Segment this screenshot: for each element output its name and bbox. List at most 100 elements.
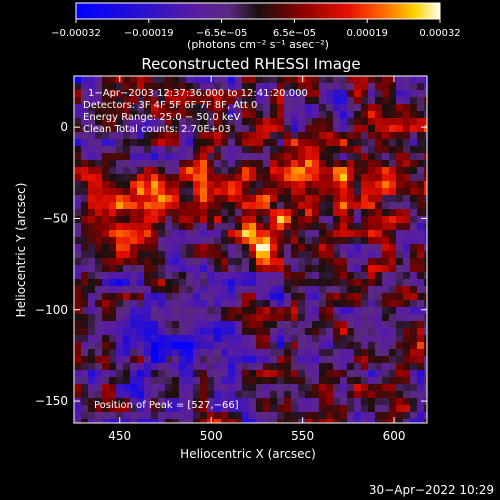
heatmap-cell	[305, 132, 313, 140]
heatmap-cell	[249, 272, 257, 280]
heatmap-cell	[88, 391, 96, 399]
heatmap-cell	[403, 419, 411, 423]
heatmap-cell	[158, 335, 166, 343]
heatmap-cell	[410, 237, 418, 245]
heatmap-cell	[214, 160, 222, 168]
heatmap-cell	[333, 223, 341, 231]
heatmap-cell	[158, 209, 166, 217]
heatmap-cell	[123, 153, 131, 161]
heatmap-cell	[221, 335, 229, 343]
heatmap-cell	[319, 146, 327, 154]
heatmap-cell	[326, 125, 334, 133]
heatmap-cell	[165, 118, 173, 126]
heatmap-cell	[291, 125, 299, 133]
heatmap-cell	[249, 293, 257, 301]
heatmap-cell	[81, 97, 89, 105]
heatmap-cell	[137, 167, 145, 175]
heatmap-cell	[193, 370, 201, 378]
heatmap-cell	[221, 293, 229, 301]
heatmap-cell	[249, 335, 257, 343]
heatmap-cell	[221, 377, 229, 385]
heatmap-cell	[158, 188, 166, 196]
heatmap-cell	[130, 370, 138, 378]
heatmap-cell	[144, 328, 152, 336]
heatmap-cell	[326, 335, 334, 343]
heatmap-cell	[123, 160, 131, 168]
heatmap-cell	[235, 265, 243, 273]
heatmap-cell	[305, 223, 313, 231]
heatmap-cell	[312, 328, 320, 336]
heatmap-cell	[354, 272, 362, 280]
heatmap-cell	[424, 111, 427, 119]
heatmap-cell	[249, 167, 257, 175]
heatmap-cell	[186, 111, 194, 119]
heatmap-cell	[193, 279, 201, 287]
heatmap-cell	[256, 202, 264, 210]
heatmap-cell	[375, 258, 383, 266]
heatmap-cell	[291, 202, 299, 210]
heatmap-cell	[151, 265, 159, 273]
heatmap-cell	[95, 279, 103, 287]
heatmap-cell	[235, 349, 243, 357]
heatmap-cell	[200, 230, 208, 238]
heatmap-cell	[319, 405, 327, 413]
heatmap-cell	[179, 335, 187, 343]
heatmap-cell	[305, 293, 313, 301]
heatmap-cell	[207, 328, 215, 336]
heatmap-cell	[277, 398, 285, 406]
heatmap-cell	[284, 349, 292, 357]
heatmap-cell	[172, 405, 180, 413]
heatmap-cell	[130, 405, 138, 413]
heatmap-cell	[102, 391, 110, 399]
heatmap-cell	[424, 244, 427, 252]
heatmap-cell	[95, 160, 103, 168]
heatmap-cell	[200, 370, 208, 378]
heatmap-cell	[137, 90, 145, 98]
heatmap-cell	[277, 153, 285, 161]
heatmap-cell	[95, 174, 103, 182]
heatmap-cell	[144, 167, 152, 175]
heatmap-cell	[382, 398, 390, 406]
heatmap-cell	[81, 370, 89, 378]
heatmap-cell	[270, 370, 278, 378]
heatmap-cell	[123, 216, 131, 224]
heatmap-cell	[123, 195, 131, 203]
heatmap-cell	[319, 104, 327, 112]
heatmap-cell	[116, 139, 124, 147]
heatmap-cell	[298, 195, 306, 203]
heatmap-cell	[319, 286, 327, 294]
heatmap-cell	[172, 139, 180, 147]
heatmap-cell	[396, 328, 404, 336]
heatmap-cell	[298, 370, 306, 378]
heatmap-cell	[389, 118, 397, 126]
heatmap-cell	[361, 279, 369, 287]
heatmap-cell	[256, 279, 264, 287]
heatmap-cell	[382, 356, 390, 364]
heatmap-cell	[130, 97, 138, 105]
heatmap-cell	[172, 300, 180, 308]
heatmap-cell	[74, 356, 82, 364]
heatmap-cell	[172, 111, 180, 119]
heatmap-cell	[319, 251, 327, 259]
heatmap-cell	[340, 97, 348, 105]
heatmap-cell	[158, 125, 166, 133]
heatmap-cell	[361, 272, 369, 280]
heatmap-cell	[417, 146, 425, 154]
heatmap-cell	[214, 391, 222, 399]
heatmap-cell	[326, 419, 334, 423]
heatmap-cell	[95, 244, 103, 252]
heatmap-cell	[389, 384, 397, 392]
heatmap-cell	[375, 321, 383, 329]
heatmap-cell	[354, 377, 362, 385]
heatmap-cell	[200, 195, 208, 203]
heatmap-cell	[116, 328, 124, 336]
heatmap-cell	[284, 398, 292, 406]
heatmap-cell	[95, 104, 103, 112]
heatmap-cell	[389, 335, 397, 343]
heatmap-cell	[186, 293, 194, 301]
heatmap-cell	[347, 216, 355, 224]
heatmap-cell	[151, 258, 159, 266]
heatmap-cell	[291, 398, 299, 406]
heatmap-cell	[207, 412, 215, 420]
heatmap-cell	[340, 216, 348, 224]
